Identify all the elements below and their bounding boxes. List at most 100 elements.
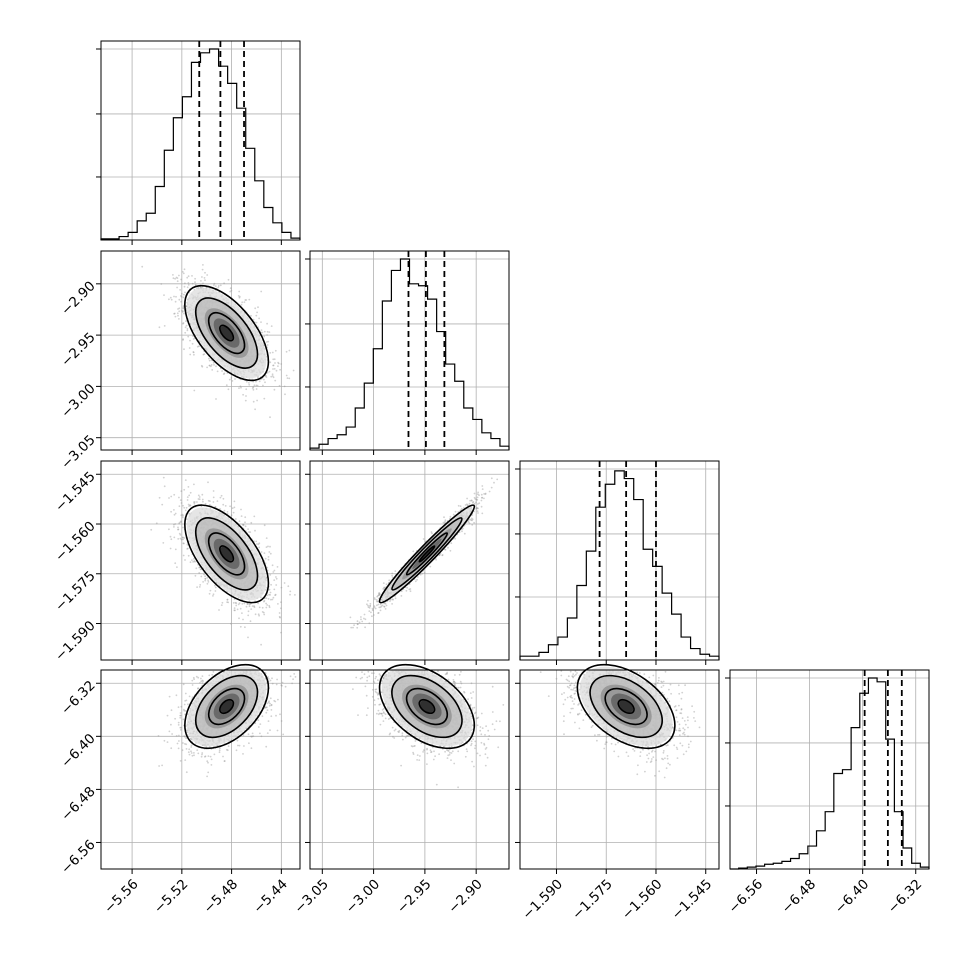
sample-point	[219, 496, 222, 499]
sample-point	[141, 265, 144, 268]
sample-point	[275, 369, 278, 372]
sample-point	[189, 561, 192, 564]
sample-point	[214, 584, 216, 587]
sample-point	[247, 614, 250, 617]
sample-point	[273, 368, 276, 370]
sample-point	[174, 300, 177, 303]
sample-point	[210, 364, 213, 366]
sample-point	[273, 358, 276, 361]
sample-point	[179, 289, 182, 291]
sample-point	[191, 275, 193, 277]
sample-point	[258, 606, 261, 609]
sample-point	[185, 320, 187, 322]
sample-point	[212, 593, 215, 596]
sample-point	[236, 608, 239, 611]
sample-point	[212, 496, 215, 499]
sample-point	[187, 554, 190, 557]
sample-point	[294, 594, 296, 596]
sample-point	[422, 538, 425, 540]
histogram-panel-2	[515, 460, 720, 665]
sample-point	[161, 503, 164, 506]
sample-point	[214, 586, 217, 589]
sample-point	[163, 294, 165, 296]
sample-point	[220, 494, 223, 497]
sample-point	[252, 318, 255, 321]
sample-point	[174, 562, 177, 565]
sample-point	[457, 504, 460, 507]
sample-point	[382, 582, 385, 584]
sample-point	[367, 599, 369, 602]
sample-point	[204, 577, 207, 580]
sample-point	[412, 550, 415, 553]
sample-point	[263, 378, 265, 381]
sample-point	[261, 611, 264, 613]
sample-point	[274, 379, 277, 382]
sample-point	[183, 537, 186, 539]
sample-point	[262, 384, 264, 387]
sample-point	[184, 479, 187, 481]
sample-point	[260, 551, 263, 553]
sample-point	[268, 551, 271, 553]
sample-point	[173, 312, 176, 315]
sample-point	[263, 613, 266, 616]
sample-point	[204, 579, 207, 582]
sample-point	[258, 380, 261, 383]
sample-point	[206, 582, 209, 585]
sample-point	[258, 317, 260, 320]
sample-point	[254, 613, 257, 616]
sample-point	[178, 307, 181, 310]
sample-point	[267, 340, 270, 343]
sample-point	[253, 515, 256, 518]
sample-point	[352, 626, 354, 629]
sample-point	[248, 298, 251, 301]
sample-point	[478, 494, 480, 497]
sample-point	[214, 285, 217, 287]
sample-point	[238, 295, 241, 298]
sample-point	[261, 331, 264, 334]
sample-point	[269, 574, 272, 576]
sample-point	[204, 271, 206, 274]
sample-point	[194, 277, 197, 280]
sample-point	[247, 610, 250, 613]
sample-point	[207, 579, 210, 582]
sample-point	[429, 565, 432, 568]
sample-point	[364, 626, 366, 629]
sample-point	[389, 598, 392, 601]
sample-point	[242, 618, 244, 621]
sample-point	[163, 485, 166, 488]
sample-point	[244, 399, 247, 402]
histogram-frame	[100, 40, 301, 241]
sample-point	[265, 606, 268, 609]
sample-point	[231, 507, 234, 510]
sample-point	[182, 339, 184, 341]
sample-point	[265, 341, 268, 343]
sample-point	[177, 528, 180, 531]
sample-point	[240, 303, 243, 306]
sample-point	[388, 579, 391, 582]
sample-point	[235, 604, 238, 607]
sample-point	[245, 605, 248, 608]
sample-point	[169, 535, 172, 538]
sample-point	[244, 516, 247, 519]
histogram-steps	[309, 258, 510, 450]
sample-point	[199, 568, 202, 571]
sample-point	[267, 558, 270, 561]
sample-point	[252, 400, 255, 403]
sample-point	[256, 399, 258, 402]
sample-point	[224, 505, 227, 507]
sample-point	[241, 523, 244, 526]
sample-point	[199, 584, 202, 586]
sample-point	[371, 615, 373, 618]
sample-point	[184, 559, 186, 561]
sample-point	[443, 516, 445, 519]
sample-point	[271, 564, 274, 567]
sample-point	[268, 370, 271, 373]
sample-point	[201, 498, 204, 501]
sample-point	[180, 295, 182, 297]
sample-point	[270, 598, 272, 601]
sample-point	[178, 274, 180, 277]
sample-point	[226, 511, 229, 513]
sample-point	[270, 583, 272, 586]
sample-point	[207, 581, 210, 583]
sample-point	[266, 322, 268, 325]
